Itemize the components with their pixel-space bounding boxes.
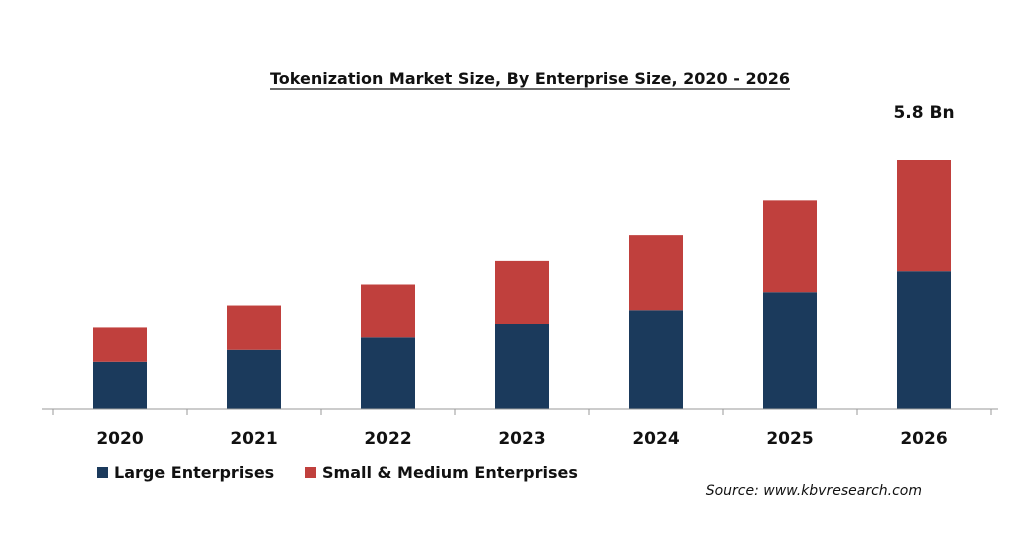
bar-group bbox=[93, 160, 951, 409]
legend-label-large-enterprises: Large Enterprises bbox=[114, 463, 274, 482]
chart-title: Tokenization Market Size, By Enterprise … bbox=[270, 69, 790, 88]
x-tick-label-2025: 2025 bbox=[766, 429, 813, 449]
x-tick-label-2022: 2022 bbox=[364, 429, 411, 449]
x-tick-label-2020: 2020 bbox=[96, 429, 143, 449]
bar-large-2025 bbox=[763, 292, 817, 409]
bar-small-medium-2023 bbox=[495, 260, 549, 324]
bar-large-2022 bbox=[361, 337, 415, 409]
bar-large-2024 bbox=[629, 310, 683, 409]
bar-small-medium-2026 bbox=[897, 160, 951, 272]
bar-large-2023 bbox=[495, 323, 549, 409]
x-tick-label-2021: 2021 bbox=[230, 429, 277, 449]
x-tick-label-2023: 2023 bbox=[498, 429, 545, 449]
bar-small-medium-2022 bbox=[361, 284, 415, 338]
legend: Large Enterprises Small & Medium Enterpr… bbox=[97, 463, 578, 482]
x-axis-tick-labels: 2020 2021 2022 2023 2024 2025 2026 bbox=[96, 429, 947, 449]
x-tick-label-2026: 2026 bbox=[900, 429, 947, 449]
bar-large-2020 bbox=[93, 361, 147, 409]
bar-large-2026 bbox=[897, 271, 951, 409]
x-axis-ticks bbox=[52, 409, 992, 415]
bar-large-2021 bbox=[227, 349, 281, 409]
data-labels: 5.8 Bn bbox=[893, 103, 954, 123]
bar-small-medium-2024 bbox=[629, 235, 683, 311]
bar-small-medium-2020 bbox=[93, 327, 147, 362]
legend-swatch-small-medium-enterprises bbox=[305, 467, 316, 478]
bar-small-medium-2025 bbox=[763, 200, 817, 293]
legend-label-small-medium-enterprises: Small & Medium Enterprises bbox=[322, 463, 578, 482]
source-note: Source: www.kbvresearch.com bbox=[706, 483, 922, 499]
bar-small-medium-2021 bbox=[227, 305, 281, 350]
x-tick-label-2024: 2024 bbox=[632, 429, 679, 449]
legend-swatch-large-enterprises bbox=[97, 467, 108, 478]
data-label-2026: 5.8 Bn bbox=[893, 103, 954, 123]
